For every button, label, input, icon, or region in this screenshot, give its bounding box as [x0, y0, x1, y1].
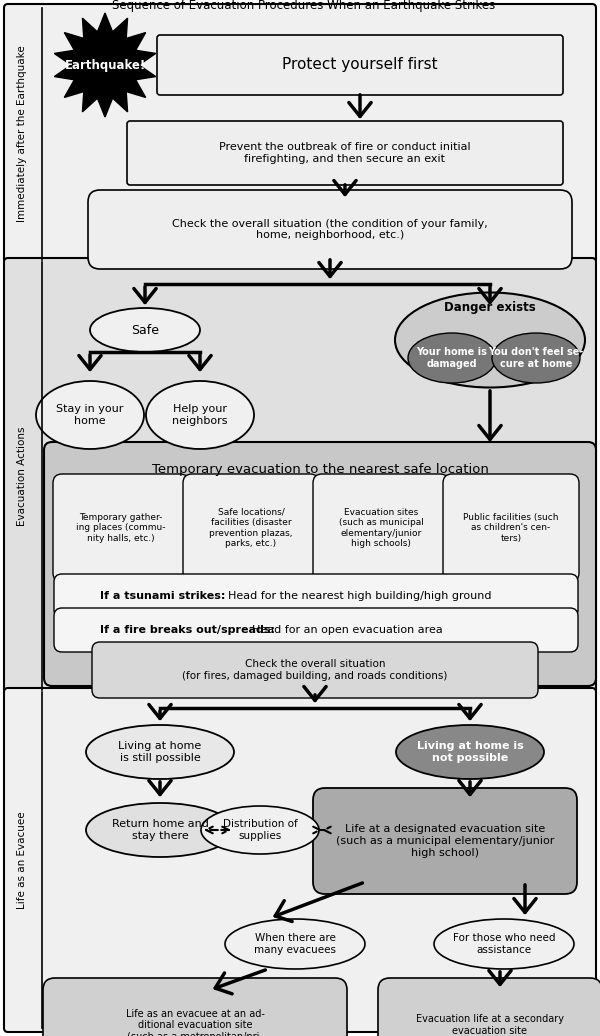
Text: Head for the nearest high building/high ground: Head for the nearest high building/high …: [228, 591, 491, 601]
Ellipse shape: [201, 806, 319, 854]
Text: Living at home
is still possible: Living at home is still possible: [118, 741, 202, 762]
Text: Danger exists: Danger exists: [444, 301, 536, 315]
Ellipse shape: [86, 725, 234, 779]
Ellipse shape: [408, 333, 496, 383]
FancyBboxPatch shape: [157, 35, 563, 95]
FancyBboxPatch shape: [443, 474, 579, 582]
Text: Temporary gather-
ing places (commu-
nity halls, etc.): Temporary gather- ing places (commu- nit…: [76, 513, 166, 543]
Text: Protect yourself first: Protect yourself first: [282, 58, 438, 73]
Ellipse shape: [492, 333, 580, 383]
Text: Head for an open evacuation area: Head for an open evacuation area: [252, 625, 443, 635]
Text: Immediately after the Earthquake: Immediately after the Earthquake: [17, 46, 27, 223]
FancyBboxPatch shape: [127, 121, 563, 185]
Ellipse shape: [395, 292, 585, 387]
FancyBboxPatch shape: [92, 642, 538, 698]
Ellipse shape: [434, 919, 574, 969]
FancyBboxPatch shape: [313, 788, 577, 894]
FancyBboxPatch shape: [88, 190, 572, 269]
Text: Living at home is
not possible: Living at home is not possible: [416, 741, 523, 762]
FancyBboxPatch shape: [4, 258, 596, 694]
FancyBboxPatch shape: [378, 978, 600, 1036]
FancyBboxPatch shape: [4, 4, 596, 264]
Text: Check the overall situation
(for fires, damaged building, and roads conditions): Check the overall situation (for fires, …: [182, 659, 448, 681]
Text: Earthquake!: Earthquake!: [64, 58, 146, 71]
Ellipse shape: [90, 308, 200, 352]
FancyBboxPatch shape: [43, 978, 347, 1036]
FancyBboxPatch shape: [313, 474, 449, 582]
Text: Distribution of
supplies: Distribution of supplies: [223, 819, 298, 841]
Text: Sequence of Evacuation Procedures When an Earthquake Strikes: Sequence of Evacuation Procedures When a…: [112, 0, 496, 12]
Text: Life at a designated evacuation site
(such as a municipal elementary/junior
high: Life at a designated evacuation site (su…: [336, 825, 554, 858]
Ellipse shape: [36, 381, 144, 449]
Text: For those who need
assistance: For those who need assistance: [453, 933, 555, 955]
Text: Safe locations/
facilities (disaster
prevention plazas,
parks, etc.): Safe locations/ facilities (disaster pre…: [209, 508, 293, 548]
FancyBboxPatch shape: [4, 688, 596, 1032]
Text: Public facilities (such
as children's cen-
ters): Public facilities (such as children's ce…: [463, 513, 559, 543]
Text: Safe: Safe: [131, 323, 159, 337]
Text: Life as an Evacuee: Life as an Evacuee: [17, 811, 27, 909]
Text: Stay in your
home: Stay in your home: [56, 404, 124, 426]
Text: Your home is
damaged: Your home is damaged: [416, 347, 487, 369]
Text: Evacuation life at a secondary
evacuation site
(Silver Center, etc.): Evacuation life at a secondary evacuatio…: [416, 1014, 564, 1036]
FancyBboxPatch shape: [53, 474, 189, 582]
Ellipse shape: [396, 725, 544, 779]
FancyBboxPatch shape: [54, 574, 578, 618]
Text: If a tsunami strikes:: If a tsunami strikes:: [100, 591, 226, 601]
Text: Return home and
stay there: Return home and stay there: [112, 819, 208, 841]
Text: Help your
neighbors: Help your neighbors: [172, 404, 228, 426]
Text: Life as an evacuee at an ad-
ditional evacuation site
(such as a metropolitan/pr: Life as an evacuee at an ad- ditional ev…: [125, 1009, 265, 1036]
FancyBboxPatch shape: [44, 442, 596, 686]
Text: Evacuation sites
(such as municipal
elementary/junior
high schools): Evacuation sites (such as municipal elem…: [338, 508, 424, 548]
Text: You don't feel se-
cure at home: You don't feel se- cure at home: [488, 347, 584, 369]
Text: When there are
many evacuees: When there are many evacuees: [254, 933, 336, 955]
Ellipse shape: [86, 803, 234, 857]
Text: Prevent the outbreak of fire or conduct initial
firefighting, and then secure an: Prevent the outbreak of fire or conduct …: [219, 142, 471, 164]
Ellipse shape: [225, 919, 365, 969]
FancyBboxPatch shape: [54, 608, 578, 652]
Text: Temporary evacuation to the nearest safe location: Temporary evacuation to the nearest safe…: [152, 463, 488, 477]
Ellipse shape: [146, 381, 254, 449]
Text: If a fire breaks out/spreads:: If a fire breaks out/spreads:: [100, 625, 275, 635]
FancyBboxPatch shape: [183, 474, 319, 582]
Text: Check the overall situation (the condition of your family,
home, neighborhood, e: Check the overall situation (the conditi…: [172, 219, 488, 240]
Polygon shape: [55, 13, 155, 117]
Text: Evacuation Actions: Evacuation Actions: [17, 426, 27, 525]
